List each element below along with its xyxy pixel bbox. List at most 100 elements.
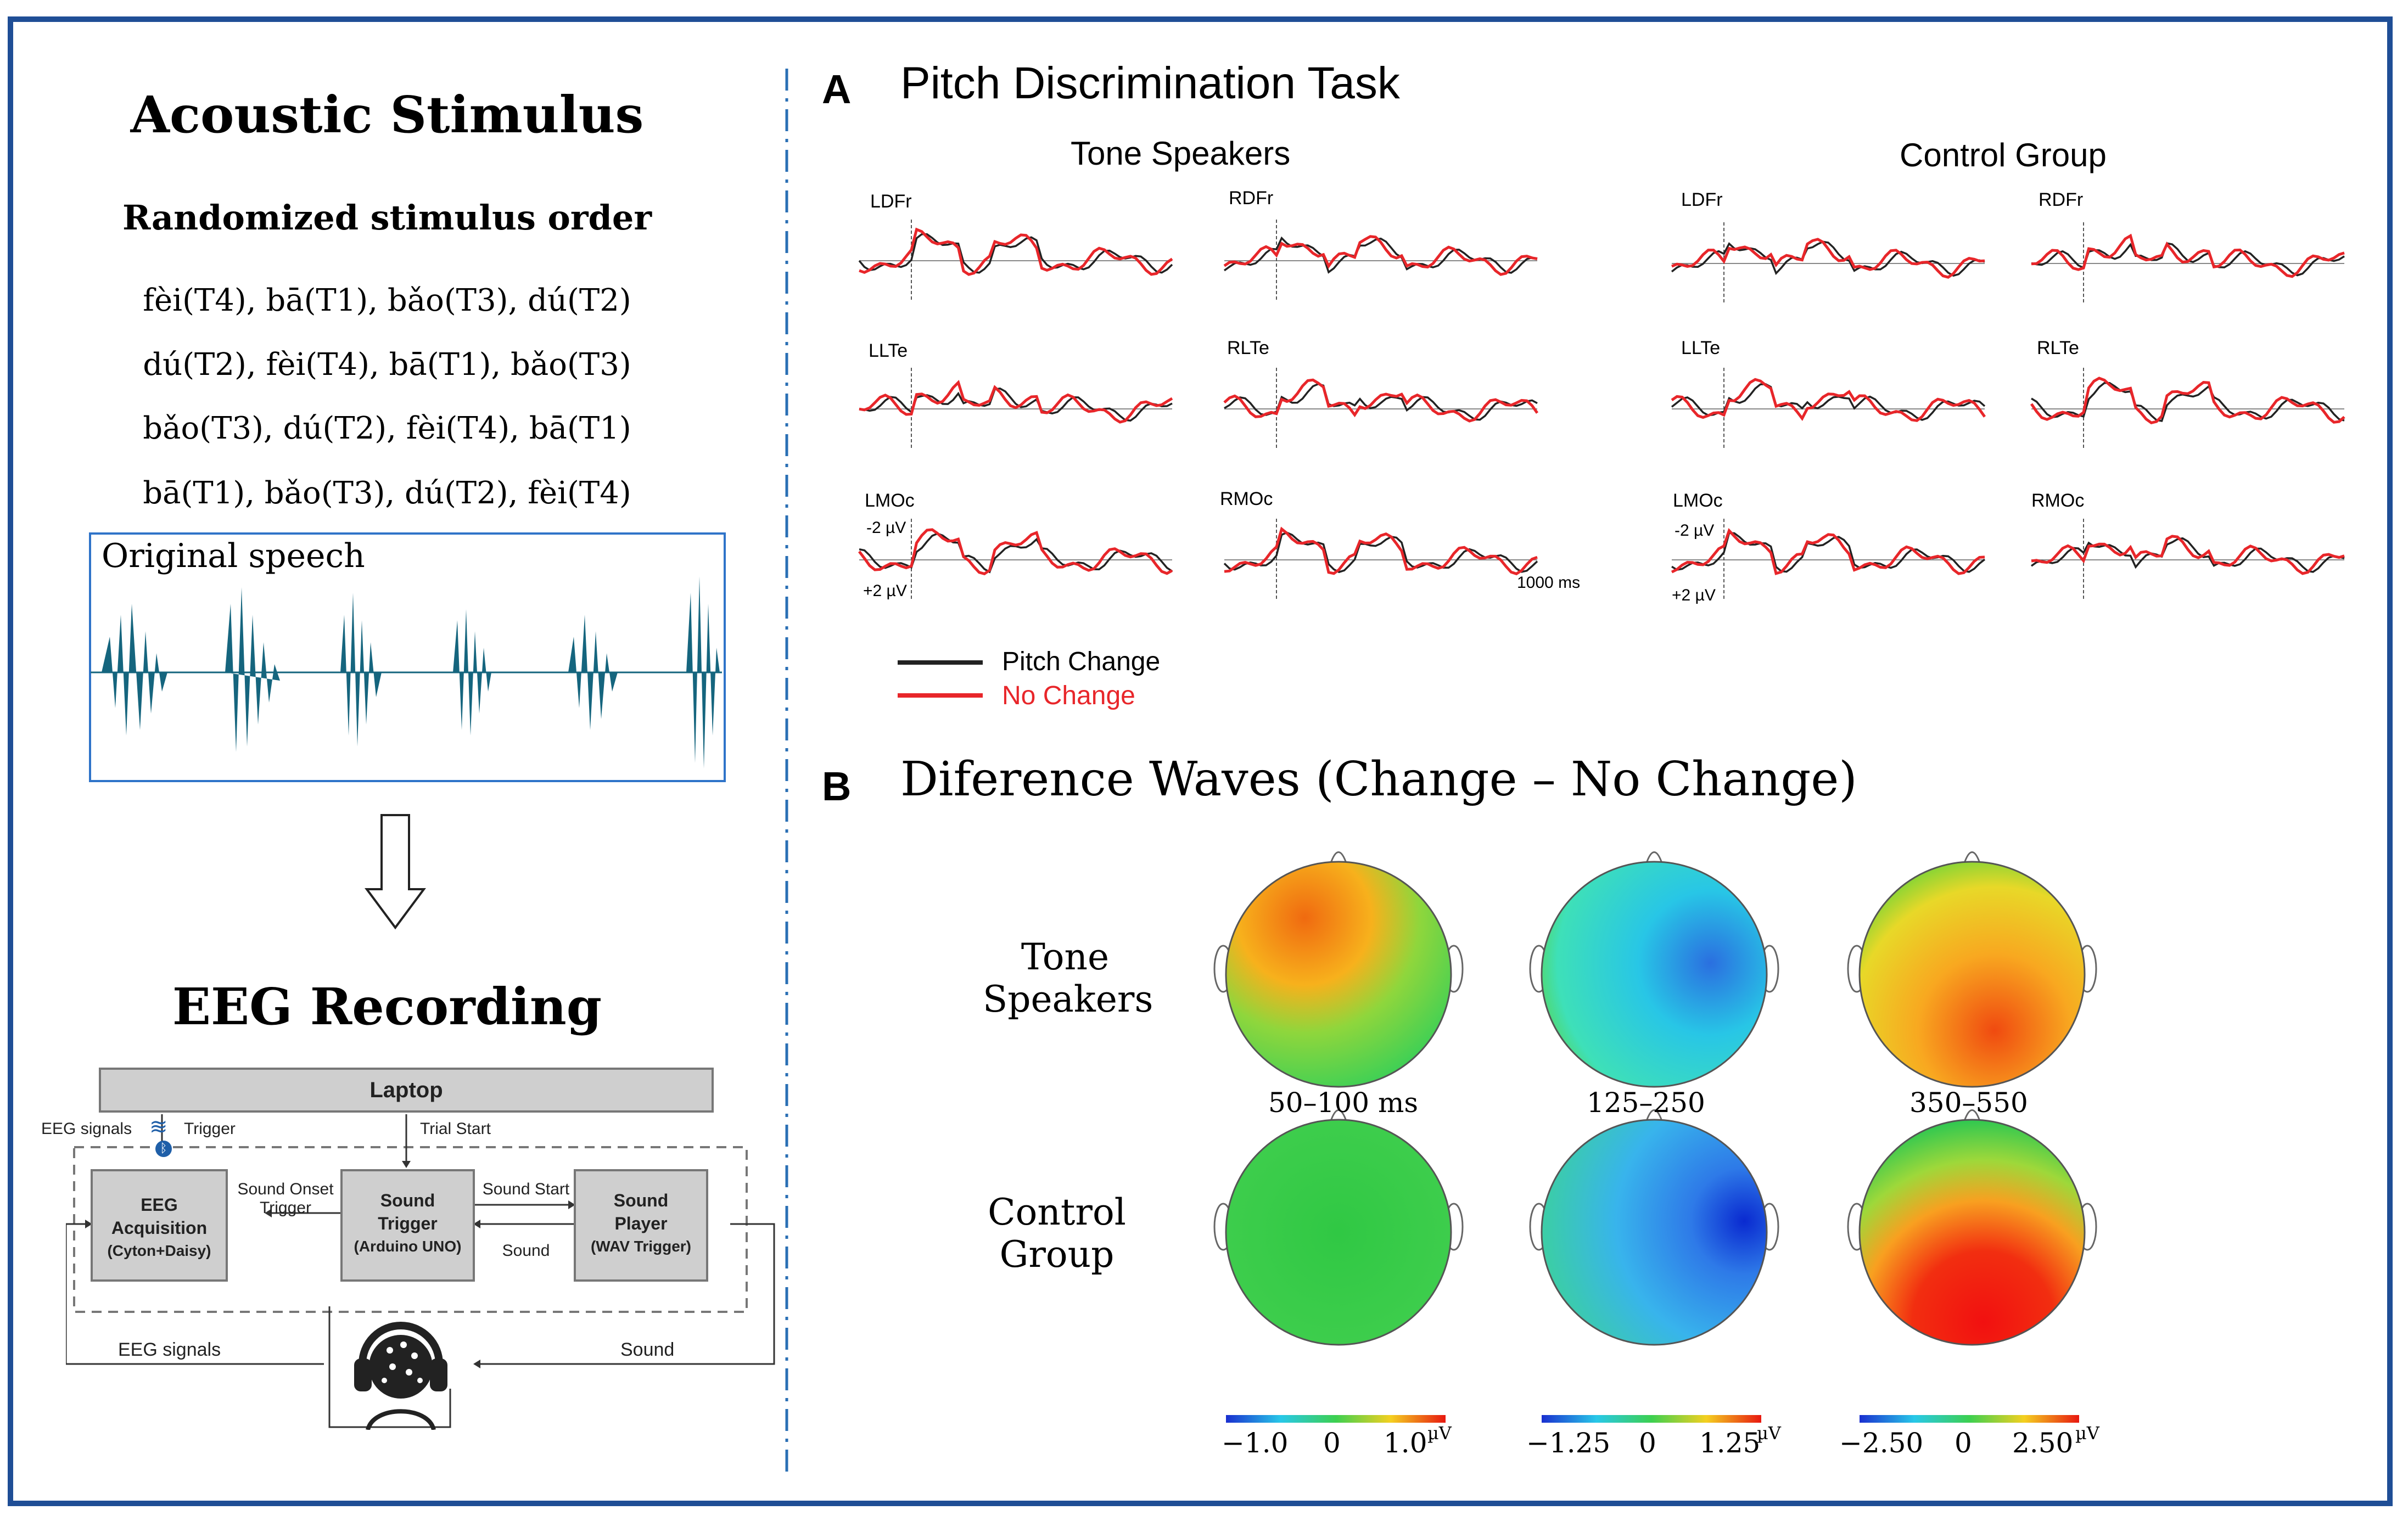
erp-plot xyxy=(859,368,1173,450)
sound-player-line: Player xyxy=(614,1214,668,1233)
stimulus-line: fèi(T4), bā(T1), bǎo(T3), dú(T2) xyxy=(143,283,631,318)
topo-head xyxy=(1225,1119,1452,1346)
stimulus-order-subtitle: Randomized stimulus order xyxy=(122,198,652,238)
pitch-change-line xyxy=(1671,240,1985,277)
electrode-label: LDFr xyxy=(1681,189,1723,210)
panel-a-title: Pitch Discrimination Task xyxy=(900,58,1400,108)
y-label-pos: +2 µV xyxy=(1672,586,1716,604)
no-change-line xyxy=(1224,526,1538,576)
wifi-icon: ≋ xyxy=(149,1114,168,1139)
bluetooth-icon: ᛒ xyxy=(155,1141,172,1157)
topo-head xyxy=(1858,1119,2086,1346)
stimulus-line: bā(T1), bǎo(T3), dú(T2), fèi(T4) xyxy=(143,475,631,511)
no-change-line xyxy=(2031,233,2345,278)
cbar-min: −1.25 xyxy=(1526,1427,1611,1459)
laptop-box: Laptop xyxy=(99,1068,714,1113)
cbar-min: −1.0 xyxy=(1222,1427,1289,1459)
row-label-line: Control xyxy=(988,1191,1126,1233)
colorbar xyxy=(1860,1415,2079,1423)
trigger-label: Trigger xyxy=(184,1120,236,1138)
erp-plot xyxy=(1671,368,1986,450)
sound-onset-line: Trigger xyxy=(260,1199,311,1217)
sound-onset-label: Sound Onset Trigger xyxy=(231,1180,340,1217)
topo-head xyxy=(1541,1119,1768,1346)
topo-map xyxy=(1847,1109,2097,1346)
pitch-change-line xyxy=(1671,383,1986,421)
y-label-pos: +2 µV xyxy=(863,582,907,600)
sound-trigger-line: Sound xyxy=(380,1191,435,1210)
topo-map xyxy=(1529,851,1779,1088)
topo-head xyxy=(1858,861,2086,1088)
topo-map xyxy=(1847,851,2097,1088)
topo-map xyxy=(1213,1109,1464,1346)
sound-trigger-line: (Arduino UNO) xyxy=(354,1238,462,1255)
cbar-unit: µV xyxy=(1427,1423,1452,1444)
electrode-label: LLTe xyxy=(1681,338,1721,358)
topo-maps xyxy=(1213,851,2097,1423)
sound-trigger-box: Sound Trigger (Arduino UNO) xyxy=(340,1169,475,1282)
eeg-acq-line: EEG xyxy=(141,1195,178,1215)
erp-waveforms xyxy=(858,220,2345,601)
eeg-acquisition-box: EEG Acquisition (Cyton+Daisy) xyxy=(91,1169,228,1282)
no-change-line xyxy=(1223,235,1538,276)
trial-start-label: Trial Start xyxy=(420,1120,491,1138)
legend-no-change: No Change xyxy=(1002,681,1135,710)
colorbar xyxy=(1542,1415,1761,1423)
topo-map xyxy=(1529,1109,1779,1346)
stimulus-line: bǎo(T3), dú(T2), fèi(T4), bā(T1) xyxy=(143,411,631,446)
sound-player-line: (WAV Trigger) xyxy=(590,1238,692,1255)
topo-map xyxy=(1213,851,1464,1088)
electrode-label: RDFr xyxy=(1229,188,1274,209)
cbar-max: 1.0 xyxy=(1384,1427,1427,1459)
electrode-label: LDFr xyxy=(870,191,912,212)
electrode-label: LMOc xyxy=(1673,490,1723,511)
erp-plot xyxy=(1223,519,1538,601)
pitch-change-line xyxy=(2030,537,2345,573)
no-change-line xyxy=(859,380,1173,424)
electrode-label: LMOc xyxy=(865,490,915,511)
pitch-change-line xyxy=(859,532,1173,574)
speech-label: Original speech xyxy=(102,537,365,575)
pitch-change-line xyxy=(1223,236,1538,274)
eeg-diagram-wiring xyxy=(66,1114,775,1428)
panel-b-title: Diference Waves (Change – No Change) xyxy=(900,752,1857,807)
eeg-acq-line: (Cyton+Daisy) xyxy=(107,1242,211,1259)
group-title-tone: Tone Speakers xyxy=(1071,135,1291,172)
cbar-mid: 0 xyxy=(1955,1427,1972,1459)
sound-arrow-label: Sound xyxy=(502,1242,550,1260)
acoustic-stimulus-title: Acoustic Stimulus xyxy=(130,85,644,144)
x-label-time: 1000 ms xyxy=(1517,574,1581,592)
row-label-tone: Tone Speakers xyxy=(983,936,1153,1020)
pitch-change-line xyxy=(1671,532,1986,573)
colorbar xyxy=(1226,1415,1446,1423)
column-divider xyxy=(785,69,788,1474)
sound-player-box: Sound Player (WAV Trigger) xyxy=(574,1169,708,1282)
erp-plot xyxy=(2030,519,2345,601)
electrode-label: RMOc xyxy=(2031,490,2085,511)
electrode-label: RLTe xyxy=(1227,338,1269,358)
topo-head xyxy=(1541,861,1768,1088)
electrode-label: RDFr xyxy=(2039,189,2084,210)
row-label-line: Tone xyxy=(1021,936,1110,978)
panel-a-letter: A xyxy=(822,66,852,112)
panel-b-letter: B xyxy=(822,763,852,809)
erp-plot xyxy=(858,519,1173,601)
no-change-line xyxy=(2031,535,2345,575)
electrode-label: RMOc xyxy=(1220,489,1273,509)
legend-pitch-change: Pitch Change xyxy=(1002,647,1161,676)
no-change-line xyxy=(1671,238,1985,279)
cbar-max: 1.25 xyxy=(1699,1427,1761,1459)
time-window-label: 50–100 ms xyxy=(1268,1087,1419,1119)
sound-trigger-line: Trigger xyxy=(378,1214,438,1233)
legend-swatches xyxy=(898,660,983,698)
cbar-min: −2.50 xyxy=(1839,1427,1924,1459)
cbar-unit: µV xyxy=(1757,1423,1781,1444)
row-label-line: Group xyxy=(999,1233,1115,1276)
pitch-change-line xyxy=(2031,381,2345,422)
erp-plot xyxy=(2030,368,2345,450)
pitch-change-line xyxy=(859,387,1173,422)
pitch-change-line xyxy=(858,233,1173,274)
eeg-signals-top-label: EEG signals xyxy=(41,1120,132,1138)
sound-start-label: Sound Start xyxy=(482,1180,570,1198)
electrode-label: LLTe xyxy=(869,340,908,361)
